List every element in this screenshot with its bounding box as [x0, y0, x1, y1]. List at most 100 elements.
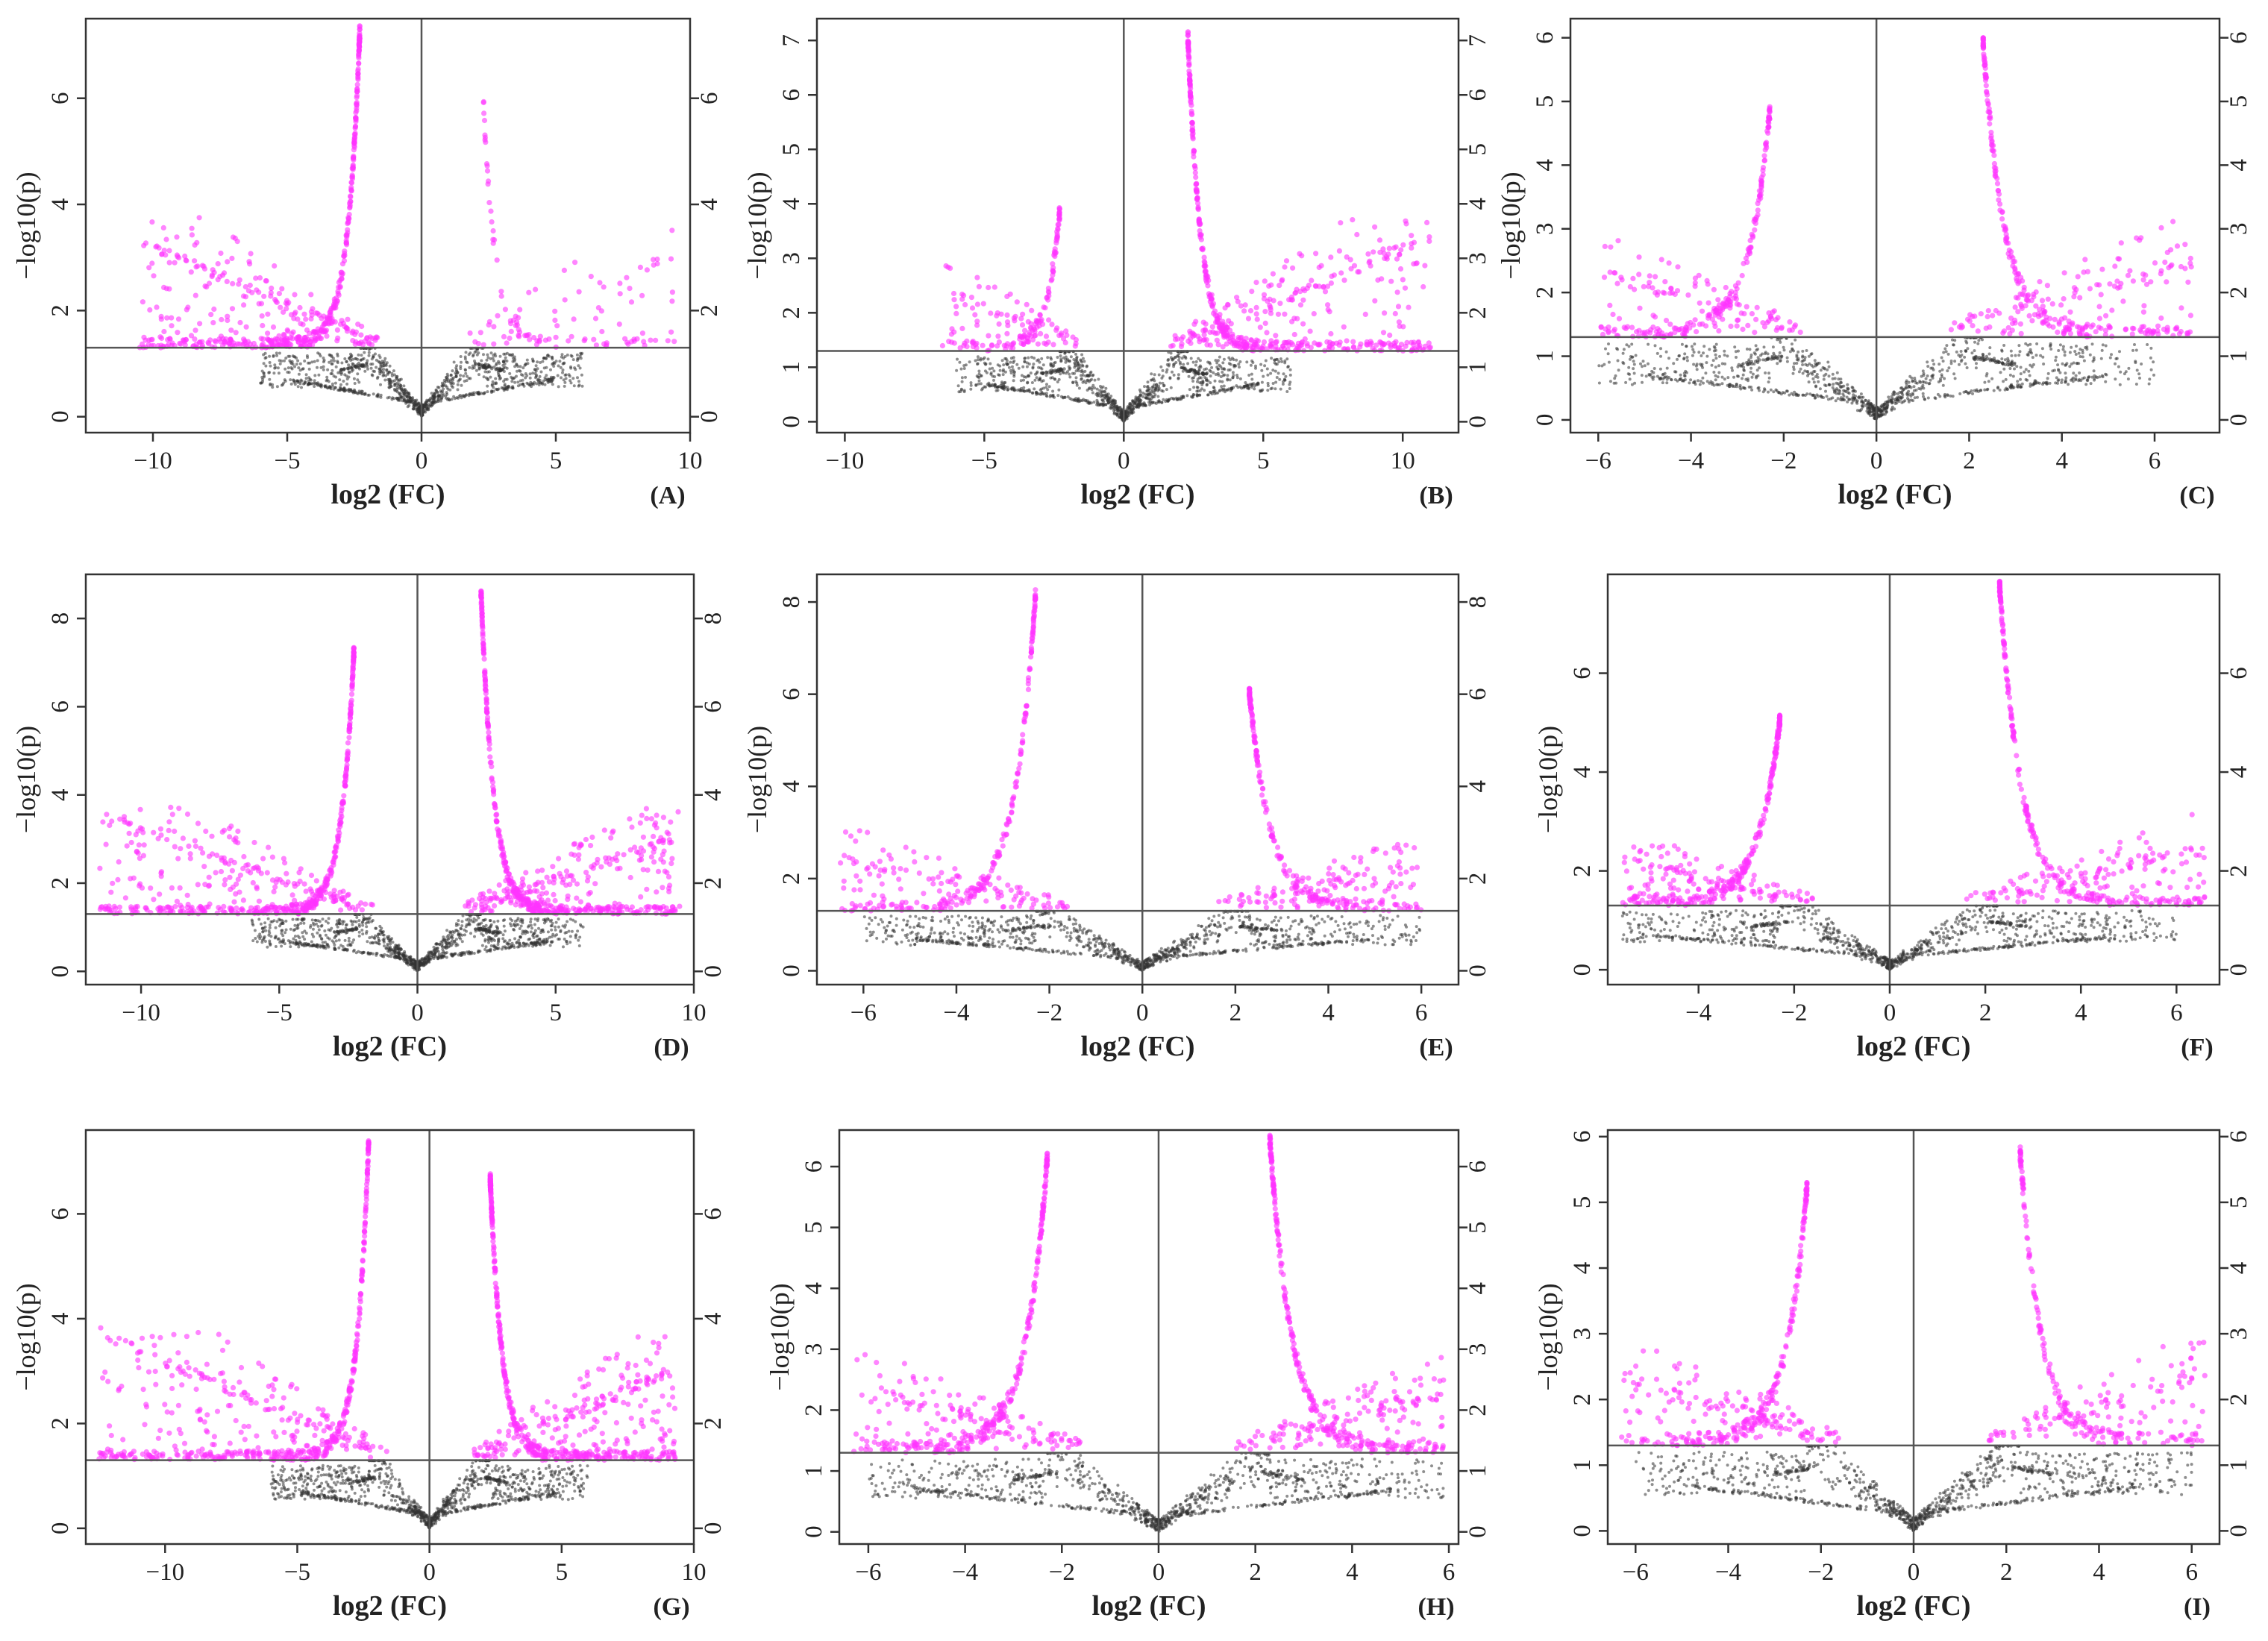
nonsignificant-point [2072, 371, 2076, 375]
significant-point [197, 321, 203, 327]
nonsignificant-point [278, 351, 281, 355]
nonsignificant-point [474, 368, 478, 372]
significant-point [665, 338, 671, 344]
nonsignificant-point [1890, 401, 1894, 404]
nonsignificant-point [1622, 348, 1626, 351]
nonsignificant-point [1676, 379, 1679, 383]
significant-point [254, 287, 260, 293]
nonsignificant-point [964, 375, 967, 379]
nonsignificant-point [2104, 344, 2108, 348]
significant-point [1262, 309, 1268, 315]
significant-point [260, 336, 266, 342]
significant-point [1409, 245, 1415, 251]
nonsignificant-point [2060, 380, 2064, 384]
nonsignificant-point [362, 363, 366, 368]
y-tick-label: 4 [47, 198, 74, 211]
significant-point [351, 147, 357, 153]
nonsignificant-point [1847, 398, 1851, 401]
nonsignificant-point [2078, 371, 2081, 374]
nonsignificant-point [286, 366, 290, 370]
nonsignificant-point [969, 381, 973, 385]
significant-point [169, 315, 175, 321]
significant-point [1193, 175, 1199, 181]
nonsignificant-point [1204, 371, 1209, 376]
nonsignificant-point [1942, 351, 1946, 354]
nonsignificant-point [960, 388, 963, 392]
nonsignificant-point [398, 393, 402, 397]
nonsignificant-point [1873, 412, 1876, 416]
nonsignificant-point [1254, 366, 1257, 370]
significant-point [1411, 342, 1417, 348]
nonsignificant-point [1274, 369, 1277, 373]
nonsignificant-point [516, 384, 520, 388]
significant-point [1024, 336, 1030, 342]
significant-point [1268, 338, 1274, 344]
nonsignificant-point [348, 390, 351, 393]
significant-point [1372, 224, 1378, 230]
nonsignificant-point [1953, 339, 1957, 342]
nonsignificant-point [1260, 380, 1264, 384]
nonsignificant-point [1160, 389, 1164, 392]
nonsignificant-point [962, 389, 966, 392]
nonsignificant-point [510, 375, 513, 379]
nonsignificant-point [1905, 397, 1909, 400]
nonsignificant-point [1855, 409, 1859, 412]
nonsignificant-point [1153, 373, 1156, 377]
nonsignificant-point [1162, 398, 1165, 401]
nonsignificant-point [1837, 377, 1841, 381]
significant-point [1341, 277, 1347, 283]
nonsignificant-point [2057, 349, 2061, 352]
nonsignificant-point [1109, 404, 1113, 407]
nonsignificant-point [1882, 405, 1886, 408]
significant-point [1238, 303, 1244, 309]
nonsignificant-point [1884, 401, 1888, 404]
nonsignificant-point [2008, 367, 2012, 370]
significant-point [542, 337, 549, 343]
nonsignificant-point [508, 371, 512, 375]
nonsignificant-point [1250, 372, 1253, 376]
nonsignificant-point [578, 366, 582, 370]
nonsignificant-point [1041, 392, 1045, 396]
point-cloud [1597, 35, 2194, 421]
nonsignificant-point [486, 390, 489, 394]
significant-point [1254, 316, 1260, 322]
significant-point [356, 48, 362, 54]
nonsignificant-point [1047, 385, 1051, 389]
nonsignificant-point [2093, 378, 2096, 382]
nonsignificant-point [1153, 379, 1156, 383]
significant-point [1262, 278, 1268, 284]
nonsignificant-point [486, 384, 489, 388]
significant-point [353, 114, 359, 121]
significant-point [980, 342, 986, 348]
significant-point [477, 330, 483, 336]
significant-point [159, 251, 165, 257]
nonsignificant-point [2006, 357, 2010, 360]
significant-point [599, 328, 605, 335]
significant-point [1426, 238, 1432, 244]
nonsignificant-point [1188, 388, 1191, 392]
nonsignificant-point [1288, 383, 1291, 386]
significant-point [333, 295, 339, 301]
significant-point [1282, 311, 1288, 317]
nonsignificant-point [1147, 397, 1151, 401]
significant-point [276, 333, 282, 339]
nonsignificant-point [2126, 377, 2130, 381]
significant-point [625, 341, 631, 347]
nonsignificant-point [327, 380, 331, 383]
nonsignificant-point [275, 385, 279, 389]
significant-point [1362, 311, 1368, 317]
nonsignificant-point [2010, 354, 2014, 357]
nonsignificant-point [1881, 408, 1885, 412]
nonsignificant-point [516, 380, 520, 384]
significant-point [1186, 71, 1192, 77]
nonsignificant-point [1168, 363, 1171, 366]
significant-point [295, 339, 301, 345]
nonsignificant-point [1678, 378, 1682, 381]
right-y-tick-label: 4 [696, 198, 723, 211]
nonsignificant-point [1831, 386, 1835, 389]
significant-point [1243, 343, 1249, 350]
nonsignificant-point [1748, 348, 1752, 351]
nonsignificant-point [1141, 395, 1144, 398]
nonsignificant-point [1710, 363, 1714, 367]
significant-point [1024, 301, 1030, 307]
